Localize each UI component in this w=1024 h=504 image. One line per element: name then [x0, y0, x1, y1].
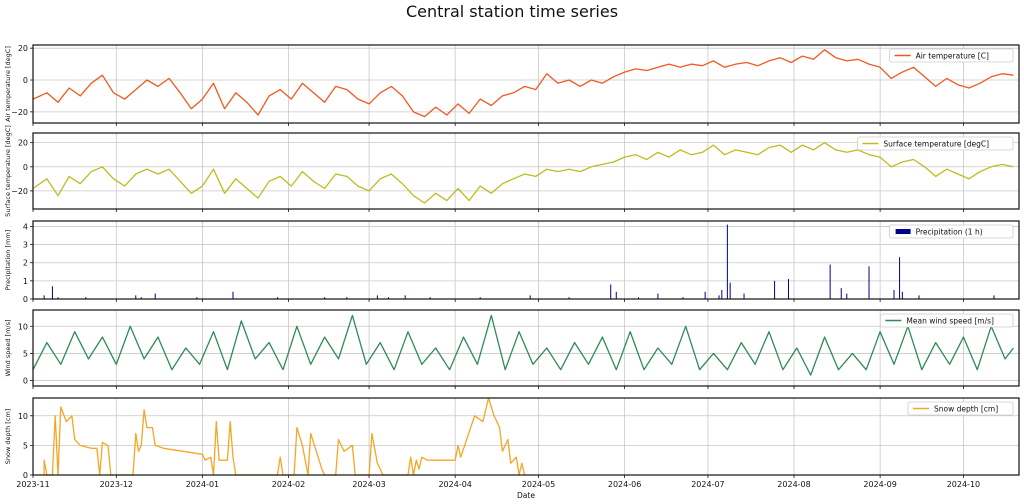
y-tick-label: 0	[23, 76, 28, 85]
x-tick-label: 2024-02	[272, 480, 305, 489]
x-tick-label: 2024-01	[186, 480, 219, 489]
y-tick-label: 20	[18, 44, 28, 53]
y-tick-label: 10	[18, 412, 28, 421]
y-tick-label: 0	[23, 377, 28, 386]
legend-box	[907, 401, 1014, 416]
y-axis-label: Surface temperature [degC]	[4, 125, 12, 217]
y-tick-label: 1	[23, 277, 28, 286]
legend-swatch	[895, 229, 911, 234]
x-tick-label: 2024-06	[608, 480, 641, 489]
panel-frame	[32, 44, 1020, 124]
legend-box	[889, 224, 1014, 239]
y-tick-label: −20	[11, 187, 28, 196]
y-tick-label: 10	[18, 322, 28, 331]
y-tick-label: 0	[23, 163, 28, 172]
legend-box	[857, 136, 1014, 151]
y-tick-label: 0	[23, 295, 28, 304]
y-tick-label: 20	[18, 139, 28, 148]
legend-label: Mean wind speed [m/s]	[906, 317, 994, 326]
legend-label: Surface temperature [degC]	[883, 140, 989, 149]
y-tick-label: 4	[23, 222, 28, 231]
y-axis-label: Wind speed [m/s]	[4, 319, 12, 376]
series-line	[32, 49, 1014, 118]
panel-frame	[32, 397, 1020, 476]
legend-label: Snow depth [cm]	[934, 405, 998, 414]
x-tick-label: 2024-03	[352, 480, 385, 489]
panel-frame	[32, 220, 1020, 300]
x-tick-label: 2024-07	[691, 480, 724, 489]
series-line	[32, 142, 1014, 204]
y-axis-label: Precipitation [mm]	[4, 230, 12, 290]
legend-box	[880, 313, 1014, 328]
y-tick-label: 0	[23, 471, 28, 480]
y-tick-label: −20	[11, 108, 28, 117]
x-tick-label: 2024-10	[947, 480, 980, 489]
series-line	[32, 314, 1014, 376]
panel-frame	[32, 132, 1020, 210]
panel-frame	[32, 309, 1020, 387]
x-axis-label: Date	[517, 491, 535, 500]
x-tick-label: 2024-08	[777, 480, 810, 489]
y-tick-label: 2	[23, 259, 28, 268]
x-tick-label: 2023-11	[16, 480, 49, 489]
x-tick-label: 2024-04	[438, 480, 471, 489]
x-tick-label: 2023-12	[100, 480, 133, 489]
chart-title: Central station time series	[405, 2, 619, 21]
y-tick-label: 5	[23, 349, 28, 358]
legend-label: Air temperature [C]	[916, 52, 989, 61]
legend-box	[889, 48, 1014, 63]
y-tick-label: 5	[23, 441, 28, 450]
y-tick-label: 3	[23, 241, 28, 250]
y-axis-label: Air temperature [degC]	[4, 46, 12, 122]
legend-label: Precipitation (1 h)	[916, 228, 983, 237]
y-axis-label: Snow depth [cm]	[4, 409, 12, 465]
x-tick-label: 2024-05	[522, 480, 555, 489]
x-tick-label: 2024-09	[863, 480, 896, 489]
